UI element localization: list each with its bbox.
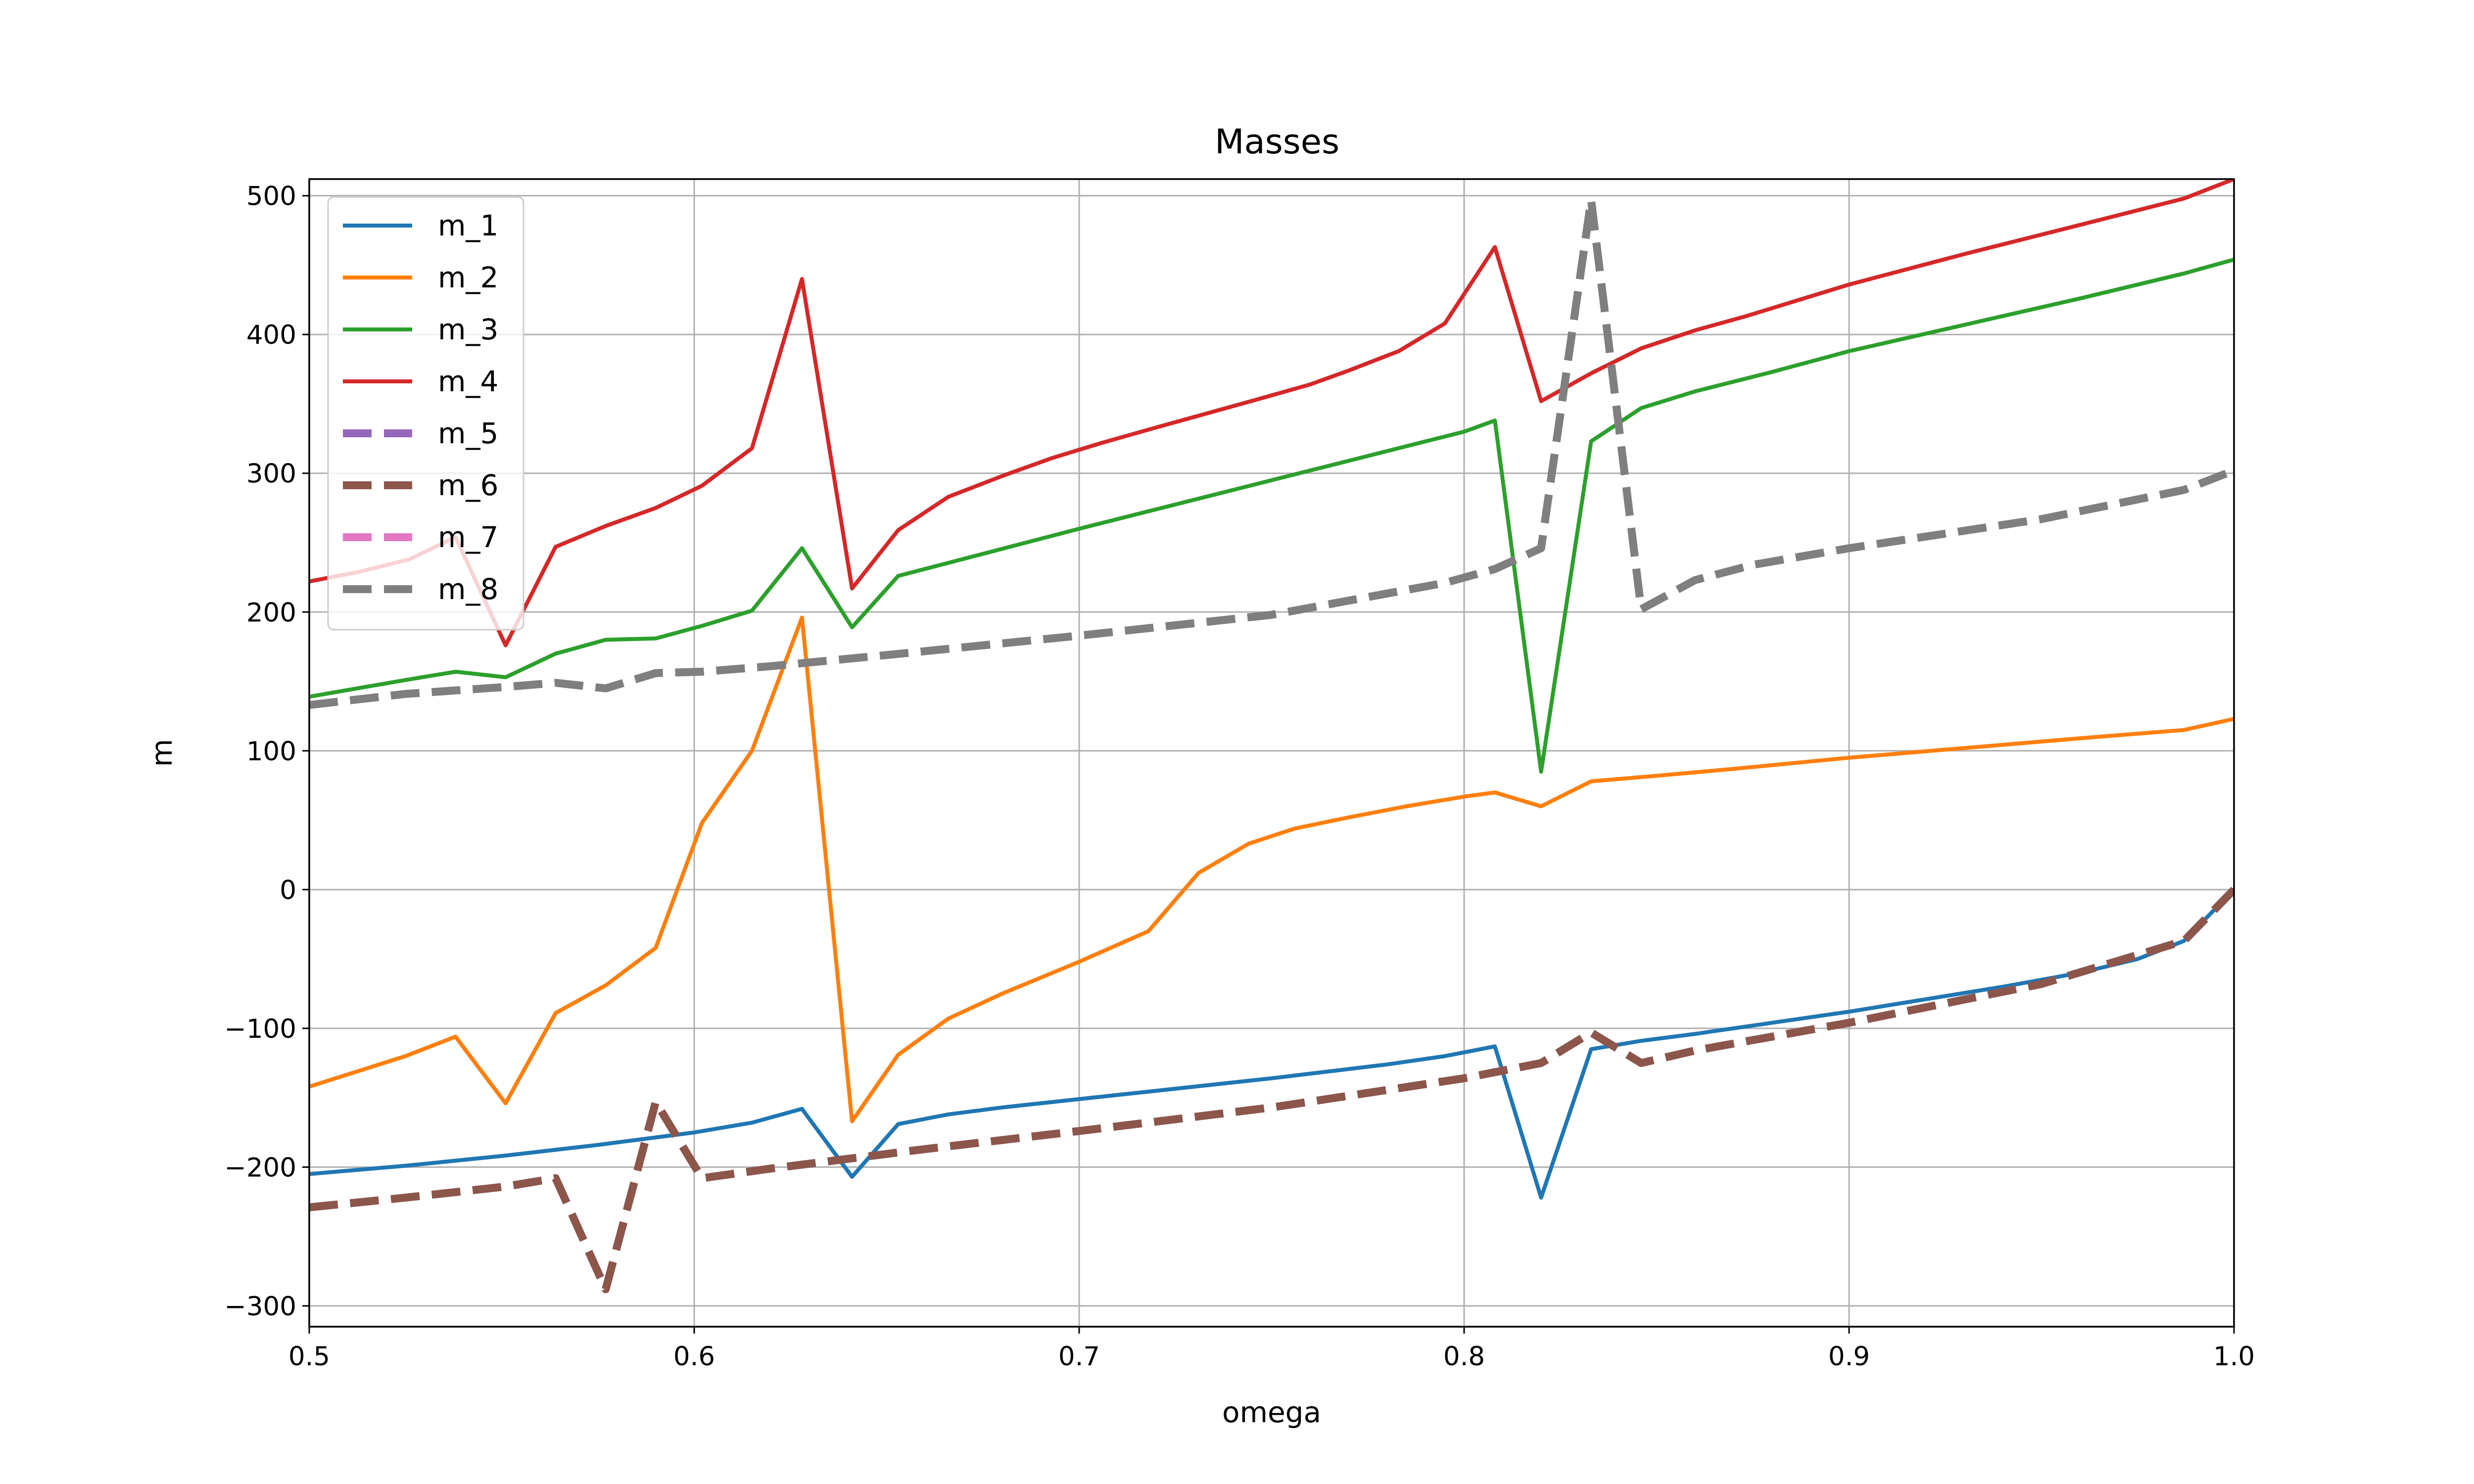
y-axis-title: m [145, 739, 179, 767]
x-tick-label: 0.5 [288, 1342, 330, 1372]
legend: m_1 m_2 m_3 m_4 m_5 m_6 m_7 m_8 [327, 196, 524, 631]
x-tick-label: 0.9 [1828, 1342, 1870, 1372]
series-line-m-2 [309, 615, 2234, 1123]
legend-box [327, 196, 524, 631]
series-line-m-3 [309, 257, 2234, 774]
y-tick-label: −100 [224, 1014, 296, 1044]
series-line-m-4 [309, 179, 2234, 648]
y-tick-label: 200 [246, 598, 296, 628]
y-tick-label: −200 [224, 1153, 296, 1183]
x-axis-title: omega [1222, 1395, 1321, 1429]
x-tick-label: 0.8 [1443, 1342, 1485, 1372]
series-line-m-8 [309, 196, 2234, 709]
legend-label-m-6: m_6 [438, 468, 498, 502]
legend-label-m-7: m_7 [438, 520, 498, 554]
series-line-m-1 [309, 887, 2234, 1200]
legend-label-m-4: m_4 [438, 365, 498, 398]
x-tick-label: 1.0 [2213, 1342, 2255, 1372]
chart-title: Masses [1215, 122, 1339, 162]
plot-frame [308, 178, 2235, 1328]
legend-label-m-2: m_2 [438, 261, 498, 294]
x-tick-label: 0.7 [1058, 1342, 1100, 1372]
y-tick-label: 100 [246, 737, 296, 767]
legend-label-m-5: m_5 [438, 417, 498, 450]
x-tick-label: 0.6 [673, 1342, 715, 1372]
y-tick-label: 400 [246, 320, 296, 350]
series-lines [309, 179, 2234, 1294]
series-line-m-6 [309, 886, 2234, 1294]
legend-label-m-1: m_1 [438, 209, 498, 242]
y-tick-label: 0 [280, 875, 296, 905]
legend-label-m-3: m_3 [438, 313, 498, 346]
legend-label-m-8: m_8 [438, 572, 498, 606]
y-tick-label: 300 [246, 459, 296, 489]
axis-ticks: 0.5 0.6 0.7 0.8 0.9 1.0 −300 −200 −100 0 100 200 300… [224, 182, 2255, 1372]
y-tick-label: −300 [224, 1292, 296, 1322]
y-tick-label: 500 [246, 182, 296, 212]
